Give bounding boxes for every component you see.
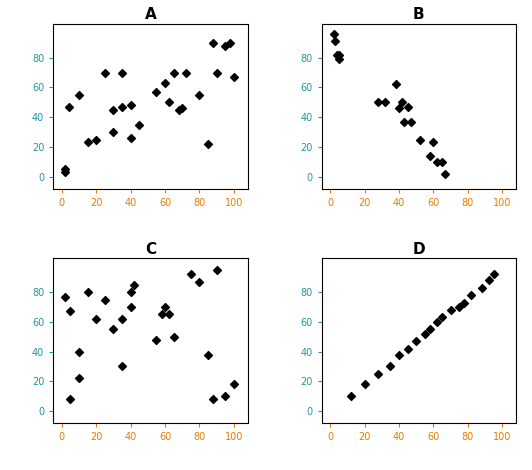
Point: [212, 266, 221, 274]
Point: [467, 291, 476, 299]
Point: [446, 306, 455, 314]
Point: [75, 91, 84, 99]
Point: [381, 99, 389, 106]
Point: [152, 336, 161, 344]
Point: [403, 103, 412, 110]
Point: [161, 79, 169, 87]
Point: [181, 69, 190, 76]
Point: [127, 289, 135, 296]
Point: [169, 69, 178, 76]
Point: [433, 318, 441, 326]
Point: [426, 152, 434, 160]
Point: [66, 308, 74, 315]
Point: [195, 278, 204, 285]
Point: [118, 315, 126, 322]
Point: [329, 30, 338, 38]
Point: [101, 69, 109, 76]
Point: [118, 69, 126, 76]
Point: [221, 392, 229, 400]
Point: [392, 81, 400, 88]
Point: [400, 118, 409, 125]
Point: [484, 276, 493, 284]
Point: [429, 139, 438, 146]
Point: [174, 106, 183, 114]
Point: [335, 51, 343, 58]
Title: C: C: [145, 242, 156, 257]
Point: [61, 168, 70, 176]
Point: [441, 170, 450, 178]
Point: [438, 158, 446, 165]
Point: [75, 348, 84, 355]
Point: [438, 313, 446, 321]
Point: [61, 165, 70, 173]
Point: [489, 271, 498, 278]
Point: [374, 99, 383, 106]
Point: [109, 106, 118, 114]
Point: [335, 55, 343, 63]
Point: [386, 363, 395, 370]
Point: [152, 88, 161, 96]
Title: D: D: [412, 242, 425, 257]
Point: [209, 395, 218, 403]
Point: [130, 281, 138, 289]
Point: [92, 136, 101, 143]
Point: [75, 375, 84, 382]
Point: [230, 381, 238, 388]
Point: [333, 51, 342, 58]
Point: [61, 293, 70, 300]
Point: [331, 38, 339, 45]
Point: [164, 99, 173, 106]
Point: [230, 73, 238, 81]
Point: [64, 103, 73, 110]
Point: [412, 337, 420, 345]
Point: [346, 392, 355, 400]
Point: [195, 91, 204, 99]
Point: [426, 326, 434, 333]
Point: [360, 381, 369, 388]
Point: [169, 333, 178, 340]
Point: [374, 370, 383, 378]
Point: [403, 345, 412, 352]
Point: [109, 128, 118, 136]
Point: [84, 289, 92, 296]
Title: B: B: [413, 8, 425, 23]
Point: [204, 351, 212, 358]
Point: [421, 330, 429, 337]
Point: [164, 311, 173, 318]
Point: [221, 42, 229, 49]
Point: [226, 39, 235, 47]
Title: A: A: [145, 8, 156, 23]
Point: [101, 296, 109, 303]
Point: [109, 326, 118, 333]
Point: [118, 103, 126, 110]
Point: [127, 102, 135, 109]
Point: [395, 104, 403, 112]
Point: [460, 299, 469, 306]
Point: [135, 121, 144, 128]
Point: [127, 303, 135, 311]
Point: [477, 284, 486, 291]
Point: [407, 118, 415, 125]
Point: [66, 395, 74, 403]
Point: [127, 134, 135, 142]
Point: [209, 39, 218, 47]
Point: [161, 303, 169, 311]
Point: [212, 69, 221, 76]
Point: [92, 315, 101, 322]
Point: [118, 363, 126, 370]
Point: [395, 351, 403, 358]
Point: [398, 99, 406, 106]
Point: [204, 140, 212, 148]
Point: [178, 104, 187, 112]
Point: [84, 139, 92, 146]
Point: [157, 311, 166, 318]
Point: [187, 271, 195, 278]
Point: [415, 136, 424, 143]
Point: [433, 158, 441, 165]
Point: [455, 303, 463, 311]
